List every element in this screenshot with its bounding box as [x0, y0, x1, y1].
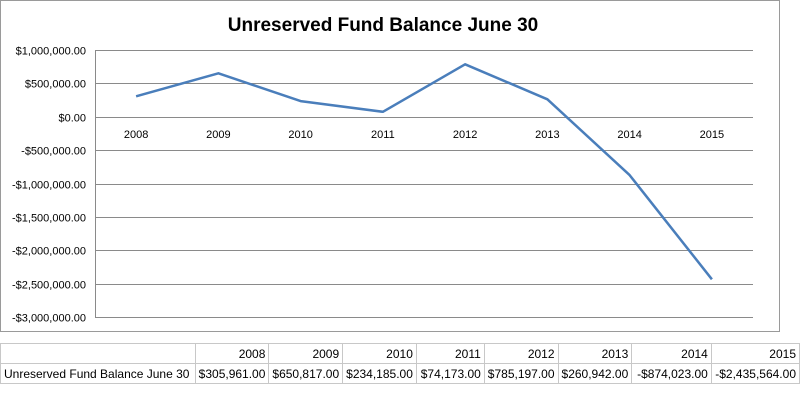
- y-tick-label: $1,000,000.00: [16, 46, 86, 58]
- table-row: Unreserved Fund Balance June 30 $305,961…: [0, 363, 800, 384]
- x-tick-label: 2010: [288, 129, 312, 141]
- chart-area: [0, 0, 780, 332]
- line-chart: Unreserved Fund Balance June 30 $1,000,0…: [12, 15, 753, 325]
- table-cell: -$874,023.00: [631, 363, 712, 384]
- table-cell: $74,173.00: [415, 363, 485, 384]
- table-header-cell: 2015: [710, 343, 800, 364]
- y-tick-label: -$2,000,000.00: [12, 246, 86, 258]
- y-tick-label: -$500,000.00: [21, 146, 86, 158]
- y-tick-label: -$3,000,000.00: [12, 313, 86, 325]
- table-cell: $260,942.00: [557, 363, 633, 384]
- data-table: 2008 2009 2010 2011 2012 2013 2014 2015 …: [0, 343, 800, 384]
- table-header-cell: 2009: [268, 343, 344, 364]
- table-row-label: Unreserved Fund Balance June 30: [0, 363, 196, 384]
- y-tick-label: -$1,000,000.00: [12, 180, 86, 192]
- table-header-cell: [0, 343, 196, 364]
- chart-title: Unreserved Fund Balance June 30: [228, 15, 538, 36]
- table-cell: $234,185.00: [342, 363, 417, 384]
- x-tick-label: 2014: [617, 129, 641, 141]
- table-cell: $305,961.00: [194, 363, 270, 384]
- table-header-cell: 2014: [631, 343, 712, 364]
- table-cell: $650,817.00: [268, 363, 344, 384]
- x-tick-label: 2013: [535, 129, 559, 141]
- table-header-cell: 2012: [483, 343, 559, 364]
- y-tick-label: -$2,500,000.00: [12, 280, 86, 292]
- table-header-cell: 2010: [342, 343, 417, 364]
- table-cell: -$2,435,564.00: [710, 363, 800, 384]
- y-tick-label: $500,000.00: [25, 79, 86, 91]
- y-tick-label: -$1,500,000.00: [12, 213, 86, 225]
- x-tick-label: 2008: [124, 129, 148, 141]
- x-tick-label: 2009: [206, 129, 230, 141]
- table-header-cell: 2013: [557, 343, 633, 364]
- x-tick-label: 2015: [700, 129, 724, 141]
- table-header-row: 2008 2009 2010 2011 2012 2013 2014 2015: [0, 343, 800, 364]
- series-line: [135, 63, 713, 281]
- table-header-cell: 2008: [194, 343, 270, 364]
- table-header-cell: 2011: [415, 343, 485, 364]
- x-tick-label: 2011: [371, 129, 395, 141]
- y-tick-label: $0.00: [58, 113, 86, 125]
- x-tick-label: 2012: [453, 129, 477, 141]
- table-cell: $785,197.00: [483, 363, 559, 384]
